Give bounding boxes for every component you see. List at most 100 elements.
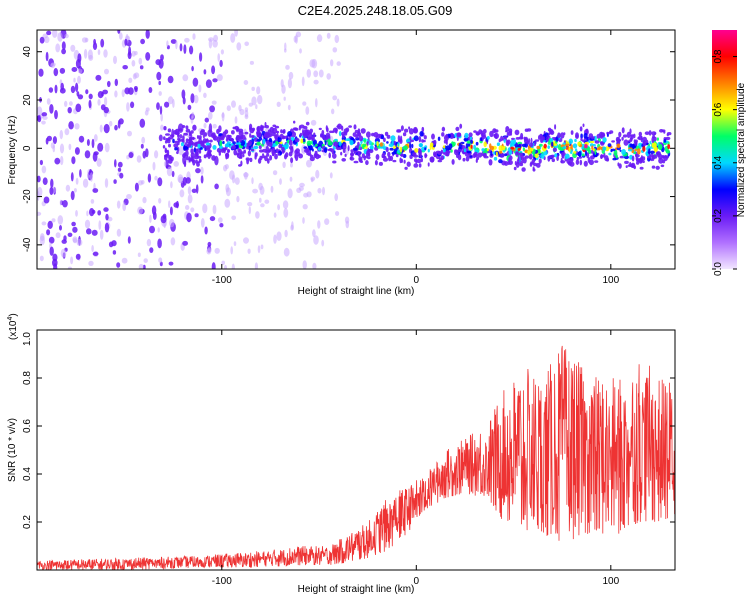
noise-blob [130,101,135,109]
noise-blob [37,211,42,216]
noise-blob [224,198,231,208]
noise-blob [172,98,175,108]
signal-blob [245,157,250,161]
signal-blob [223,147,226,154]
noise-blob [282,200,289,209]
noise-blob [134,72,140,79]
noise-blob [131,50,136,57]
signal-blob [249,157,253,163]
noise-blob [157,227,160,233]
signal-blob [205,142,210,147]
noise-blob [141,136,146,144]
signal-blob [196,135,200,139]
signal-blob [180,142,184,147]
signal-blob [174,147,178,151]
noise-blob [77,53,82,63]
noise-blob [244,41,249,47]
noise-blob [238,104,242,112]
noise-blob [302,101,307,106]
signal-blob [216,147,222,153]
noise-blob [148,87,153,93]
noise-blob [59,129,63,140]
noise-blob [109,120,113,127]
signal-blob [619,149,622,152]
noise-blob [50,178,54,189]
signal-blob [331,148,335,155]
noise-blob [219,223,224,228]
signal-blob [257,132,262,138]
noise-blob [193,94,199,104]
signal-blob [437,136,441,141]
noise-blob [75,177,79,185]
signal-blob [231,145,236,150]
signal-blob [285,152,289,158]
noise-blob [277,204,280,211]
signal-blob [627,164,633,167]
noise-blob [145,148,149,158]
noise-blob [212,204,217,215]
spectrogram-x-tick-label: -100 [212,275,232,286]
signal-blob [278,143,283,149]
noise-blob [224,264,227,269]
signal-blob [250,148,255,152]
signal-blob [540,139,544,143]
signal-blob [183,132,189,136]
noise-blob [133,86,138,91]
signal-blob [463,137,469,142]
signal-blob [169,134,175,138]
noise-blob [62,200,68,208]
signal-blob [581,146,584,150]
signal-blob [581,153,585,157]
colorbar-ticks: 0.0 0.2 0.4 0.6 0.8 [712,49,737,276]
signal-blob [475,132,480,135]
signal-blob [387,151,391,157]
signal-blob [385,146,389,153]
signal-blob [433,139,437,145]
signal-blob [634,148,637,152]
signal-blob [344,153,347,157]
signal-blob [376,141,379,147]
noise-blob [234,30,238,37]
signal-blob [332,153,337,159]
noise-blob [139,118,146,128]
signal-blob [241,134,246,141]
signal-blob [508,157,511,163]
signal-blob [413,135,419,142]
noise-blob [198,84,202,93]
noise-blob [104,222,110,233]
noise-blob [70,256,74,265]
signal-blob [169,137,173,140]
noise-blob [192,77,199,87]
noise-blob [283,247,290,257]
signal-blob [368,140,372,146]
noise-blob [257,94,263,105]
noise-blob [169,218,175,228]
noise-blob [182,176,187,186]
noise-blob [334,193,339,202]
signal-blob [568,138,573,145]
noise-blob [91,138,95,149]
snr-x-tick-label: 0 [414,576,420,587]
noise-blob [59,67,66,74]
signal-blob [183,145,186,151]
signal-blob [573,151,577,154]
noise-blob [260,203,265,208]
noise-blob [302,217,305,224]
noise-blob [126,194,132,200]
noise-blob [103,106,110,114]
signal-blob [594,160,599,163]
signal-blob [663,139,667,143]
signal-blob [504,161,509,166]
noise-blob [102,89,108,95]
noise-blob [231,100,236,108]
signal-blob [648,148,651,155]
signal-blob [455,126,460,132]
signal-blob [282,135,288,139]
signal-blob [655,165,660,170]
signal-blob [419,131,424,137]
noise-blob [97,49,101,56]
noise-blob [158,134,163,142]
signal-blob [299,124,305,129]
noise-blob [76,239,83,246]
signal-blob [623,139,629,146]
